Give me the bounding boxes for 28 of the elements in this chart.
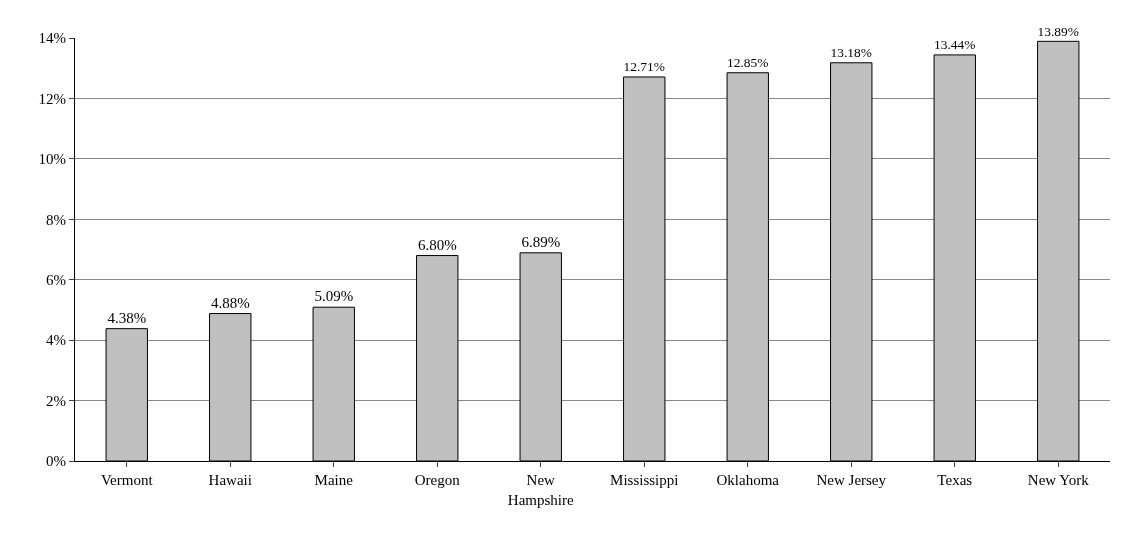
y-tick-label: 12% — [38, 90, 66, 107]
data-label: 13.44% — [934, 37, 976, 53]
data-label: 12.71% — [623, 59, 665, 75]
x-tick-label: Hawaii — [208, 472, 252, 488]
data-label: 6.80% — [417, 236, 457, 253]
data-label: 13.18% — [830, 45, 872, 61]
x-tick-label: New Jersey — [816, 472, 887, 488]
y-tick-label: 10% — [38, 151, 66, 168]
data-label: 4.38% — [107, 309, 147, 326]
data-label: 5.09% — [314, 288, 354, 305]
data-label: 4.88% — [210, 294, 250, 311]
data-label: 13.89% — [1037, 23, 1079, 39]
data-label: 12.85% — [727, 55, 769, 71]
x-tick-label: Vermont — [100, 472, 154, 488]
data-label: 6.89% — [521, 233, 561, 250]
x-tick-label: New Hampshire — [507, 472, 574, 508]
y-tick-label: 6% — [46, 271, 66, 288]
y-tick-label: 0% — [46, 453, 66, 470]
y-tick-label: 14% — [38, 30, 66, 47]
y-tick-label: 8% — [46, 211, 66, 228]
x-tick-label: Mississippi — [610, 472, 679, 488]
x-tick-label: New York — [1027, 472, 1090, 488]
y-tick-label: 4% — [46, 332, 66, 349]
x-tick-label: Oregon — [414, 472, 461, 488]
x-tick-label: Maine — [314, 472, 354, 488]
x-tick-label: Oklahoma — [716, 472, 780, 488]
x-tick-label: Texas — [937, 472, 973, 488]
y-tick-label: 2% — [46, 392, 66, 409]
